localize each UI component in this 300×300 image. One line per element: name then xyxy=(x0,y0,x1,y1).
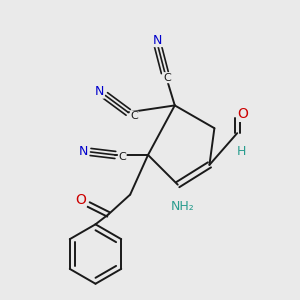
Text: O: O xyxy=(75,193,86,206)
Text: NH₂: NH₂ xyxy=(171,200,195,213)
Text: O: O xyxy=(238,107,249,121)
Text: N: N xyxy=(95,85,104,98)
Text: C: C xyxy=(118,152,126,162)
Text: N: N xyxy=(79,146,88,158)
Text: C: C xyxy=(163,73,171,83)
Text: C: C xyxy=(130,111,138,121)
Text: H: H xyxy=(236,146,246,158)
Text: N: N xyxy=(153,34,163,46)
